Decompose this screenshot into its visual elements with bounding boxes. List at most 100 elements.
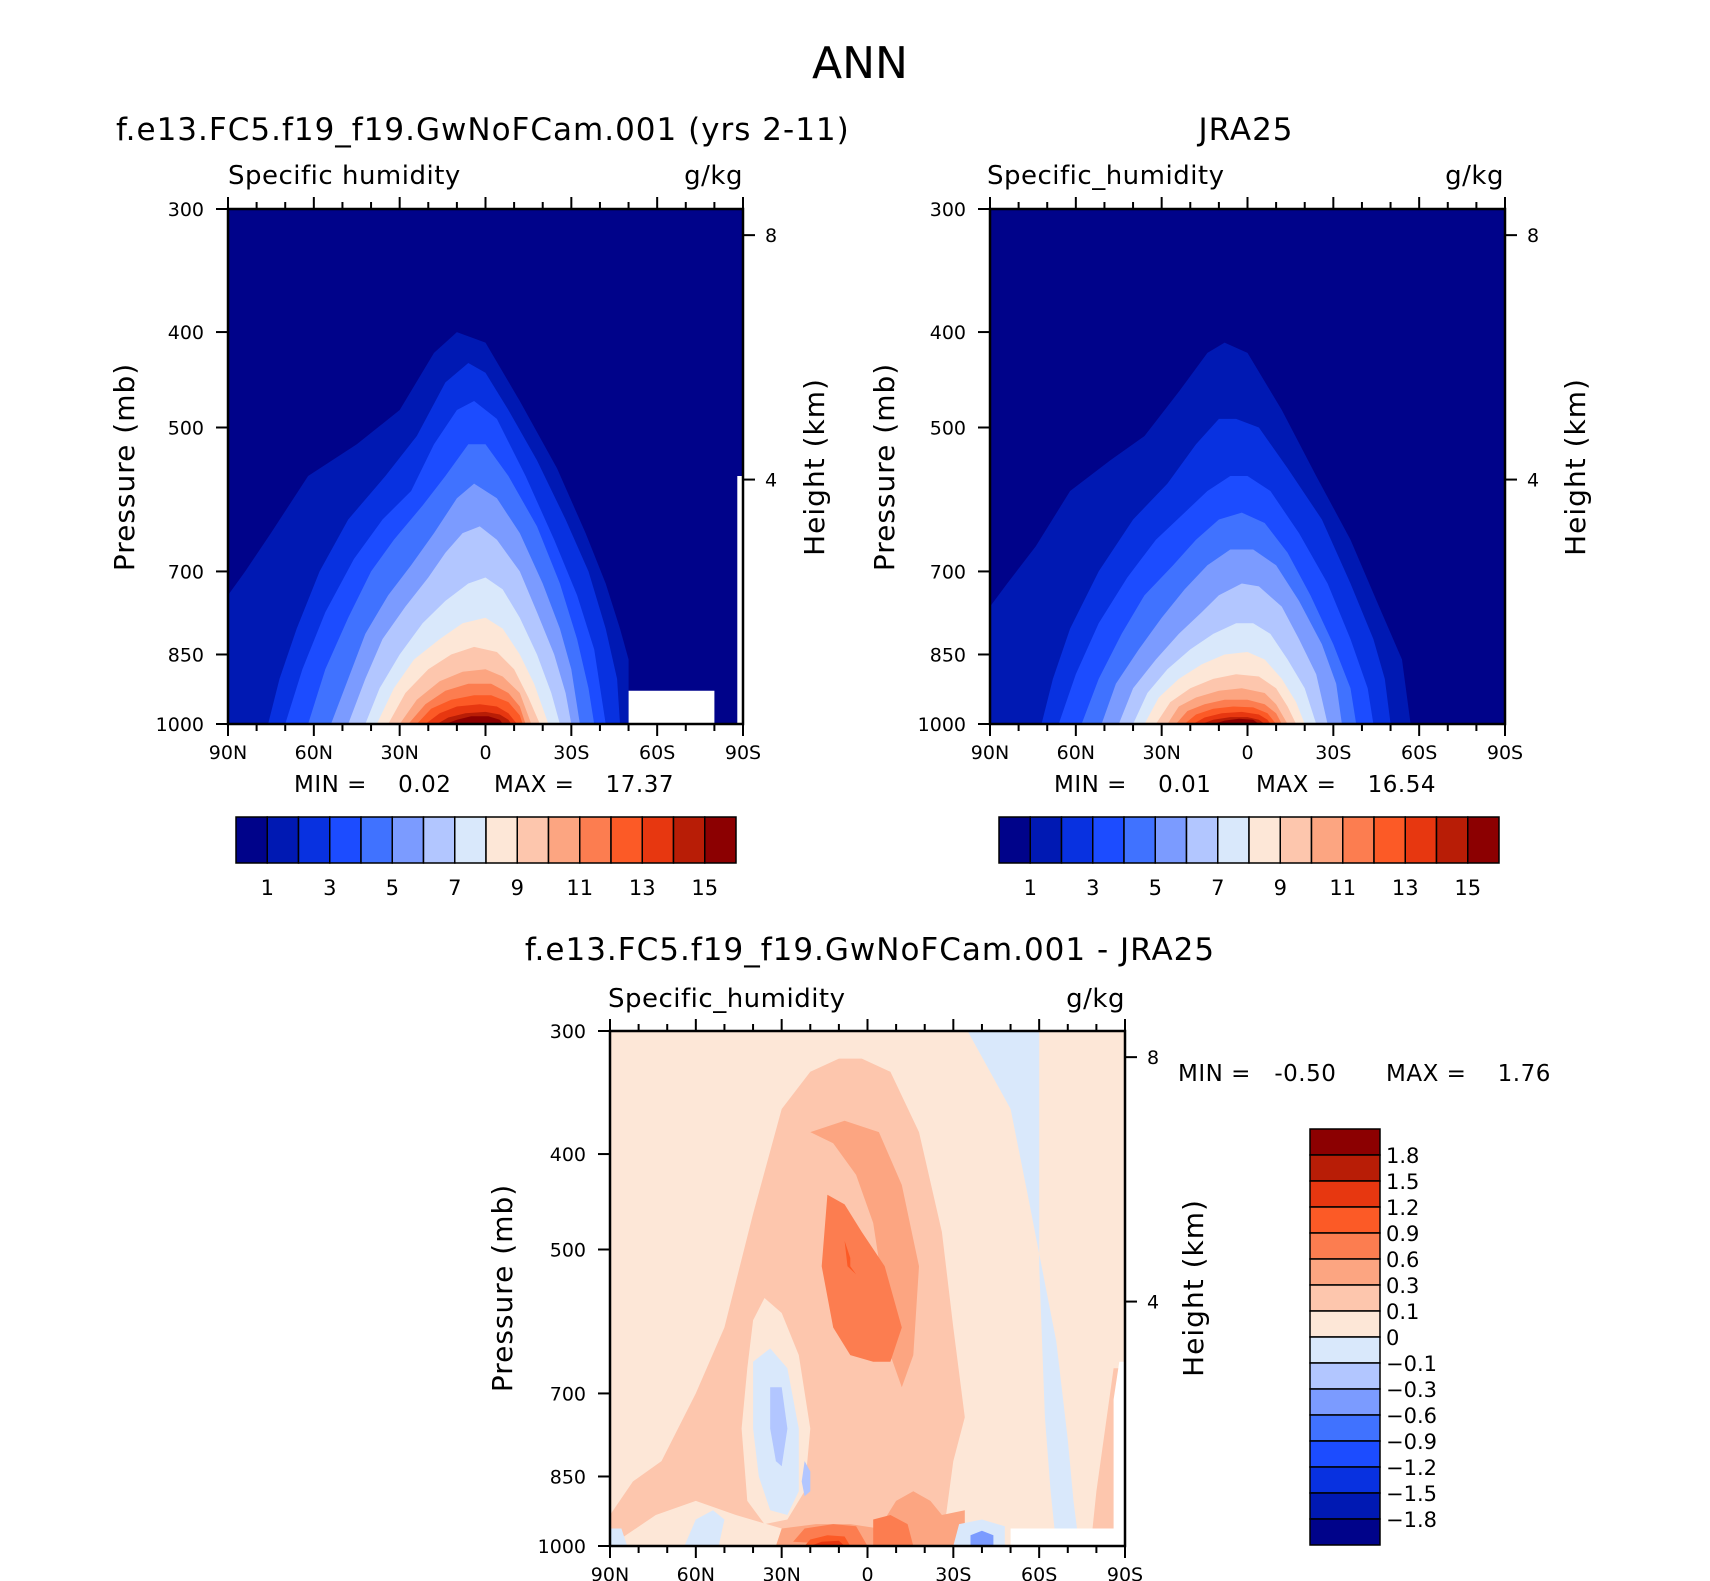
min-value: MIN = 0.02 (294, 772, 451, 798)
colorbar-swatch (672, 816, 706, 864)
max-value: MAX = 16.54 (1256, 772, 1436, 798)
colorbar-swatch (516, 816, 550, 864)
variable-label: Specific humidity (228, 161, 461, 191)
colorbar-swatch (485, 816, 518, 864)
max-value: MAX = 17.37 (494, 772, 674, 798)
axes: 90N 60N 30N 0 30S 60S 90S 300 400 500 700 850 1000 8 4 (538, 1019, 1159, 1581)
variable-label: Specific_humidity (608, 984, 846, 1014)
colorbar-swatch (1309, 1362, 1381, 1390)
colorbar-label: −0.6 (1386, 1404, 1437, 1428)
contour-region (684, 1510, 725, 1546)
y-tick-label: 400 (550, 1144, 586, 1166)
colorbar-swatch (1279, 816, 1313, 864)
contour-region (821, 1194, 902, 1362)
panel-obs: JRA25 Specific_humidity g/kg 90N 60N 30N 0 3… (868, 112, 1592, 900)
colorbar-swatch (235, 816, 268, 864)
y-tick-label: 1000 (538, 1536, 586, 1558)
colorbar-label: 1.5 (1386, 1170, 1419, 1194)
colorbar-swatch (1404, 816, 1438, 864)
colorbar-swatch (1309, 1466, 1381, 1494)
y-right-tick-label: 4 (765, 470, 777, 492)
y-tick-label: 1000 (156, 714, 204, 736)
colorbar-label: 9 (1274, 876, 1287, 900)
y-tick-label: 850 (930, 644, 966, 666)
colorbar-label: 11 (566, 876, 593, 900)
colorbar-label: 0.1 (1386, 1300, 1419, 1324)
y-right-tick-label: 8 (1147, 1047, 1159, 1069)
colorbar-swatch (1309, 1180, 1381, 1208)
colorbar-swatch (1435, 816, 1469, 864)
colorbar-swatch (297, 816, 331, 864)
y-axis-label: Pressure (mb) (868, 363, 901, 571)
colorbar-swatch (1060, 816, 1094, 864)
contour-plot (610, 1031, 1125, 1546)
colorbar-label: −0.1 (1386, 1352, 1437, 1376)
colorbar-swatch (1029, 816, 1063, 864)
min-value: MIN = -0.50 (1178, 1061, 1336, 1087)
colorbar-swatch (1342, 816, 1375, 864)
colorbar-label: 1.8 (1386, 1144, 1419, 1168)
colorbar-label: 1 (1024, 876, 1037, 900)
colorbar-swatch (704, 816, 737, 864)
colorbar-label: 0.6 (1386, 1248, 1419, 1272)
colorbar-swatch (1309, 1492, 1381, 1520)
contour-region (610, 1528, 628, 1546)
x-tick-label: 30S (935, 1564, 971, 1581)
colorbar-swatch (1309, 1258, 1381, 1286)
y-tick-label: 850 (550, 1466, 586, 1488)
x-tick-label: 90S (725, 742, 761, 764)
y-right-tick-label: 8 (765, 225, 777, 247)
y-tick-label: 850 (168, 644, 204, 666)
colorbar-swatch (547, 816, 581, 864)
x-tick-label: 30N (762, 1564, 800, 1581)
y-tick-label: 300 (930, 199, 966, 221)
x-tick-label: 60S (1401, 742, 1437, 764)
colorbar-swatch (1309, 1154, 1381, 1182)
colorbar-swatch (422, 816, 456, 864)
colorbar: 1 3 5 7 9 11 13 15 (235, 816, 737, 900)
colorbar-swatch (329, 816, 362, 864)
x-tick-label: 0 (1241, 742, 1253, 764)
contour-fill-level-16 (445, 716, 503, 724)
contour-plot (990, 209, 1505, 724)
y-axis-label: Pressure (mb) (108, 363, 141, 571)
y-right-tick-label: 8 (1527, 225, 1539, 247)
x-tick-label: 0 (479, 742, 491, 764)
colorbar-label: 7 (1211, 876, 1224, 900)
y-right-tick-label: 4 (1527, 470, 1539, 492)
x-tick-label: 90N (591, 1564, 629, 1581)
colorbar-label: −0.3 (1386, 1378, 1437, 1402)
x-tick-label: 60N (1057, 742, 1095, 764)
colorbar-swatch (1309, 1414, 1381, 1442)
colorbar-swatch (610, 816, 643, 864)
y-tick-label: 500 (168, 418, 204, 440)
x-tick-label: 30S (1315, 742, 1351, 764)
colorbar-swatch (1309, 1388, 1381, 1416)
x-tick-label: 30S (553, 742, 589, 764)
colorbar-label: 9 (511, 876, 524, 900)
colorbar-swatch (1309, 1128, 1381, 1156)
x-tick-label: 90N (209, 742, 247, 764)
y-tick-label: 300 (168, 199, 204, 221)
contour-region (844, 1240, 857, 1275)
min-value: MIN = 0.01 (1054, 772, 1211, 798)
panel-difference: f.e13.FC5.f19_f19.GwNoFCam.001 - JRA25 S… (486, 932, 1550, 1581)
colorbar-label: 0 (1386, 1326, 1399, 1350)
y-tick-label: 300 (550, 1021, 586, 1043)
figure-title: ANN (812, 38, 908, 89)
colorbar-swatch (1309, 1518, 1381, 1546)
colorbar-label: 15 (1454, 876, 1481, 900)
colorbar-label: 5 (1149, 876, 1162, 900)
colorbar-label: 1.2 (1386, 1196, 1419, 1220)
missing-data-region (628, 476, 743, 724)
units-label: g/kg (684, 161, 743, 191)
contour-region (967, 1031, 1080, 1546)
colorbar-swatch (1309, 1206, 1381, 1234)
colorbar-swatch (1154, 816, 1188, 864)
y-tick-label: 400 (930, 322, 966, 344)
variable-label: Specific_humidity (987, 161, 1225, 191)
colorbar-swatch (1309, 1284, 1381, 1312)
colorbar-label: 13 (629, 876, 656, 900)
units-label: g/kg (1066, 984, 1125, 1014)
